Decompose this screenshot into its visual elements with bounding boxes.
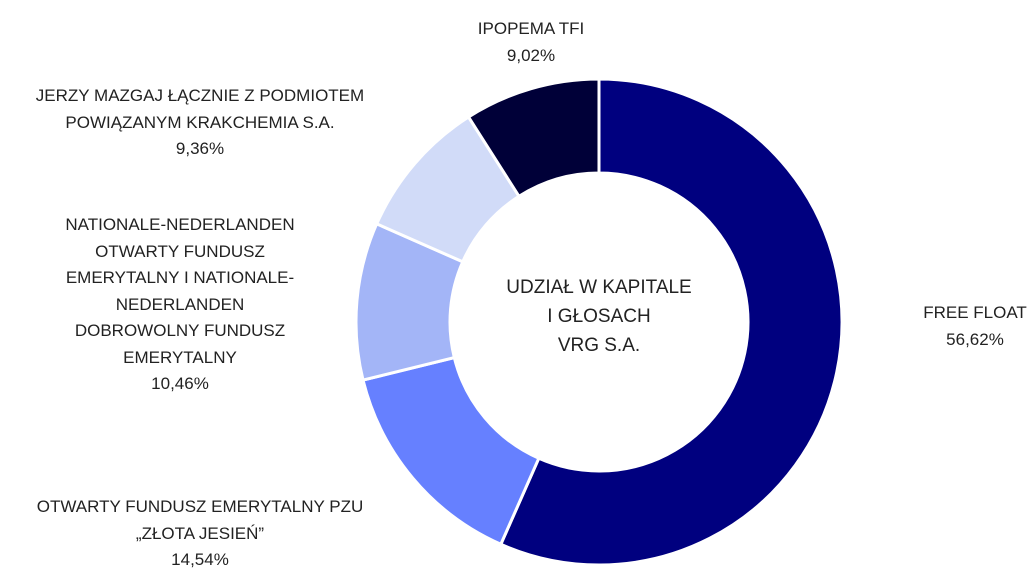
slice-value: 9,02% [506, 45, 556, 65]
slice-name: IPOPEMA TFI [477, 19, 585, 38]
chart-title: UDZIAŁ W KAPITALE I GŁOSACH VRG S.A. [506, 277, 692, 356]
slice-label: NATIONALE-NEDERLANDEN OTWARTY FUNDUSZ EM… [0, 212, 390, 398]
slice-value: 56,62% [946, 329, 1004, 349]
slice-value: 14,54% [171, 550, 229, 569]
slice-name: JERZY MAZGAJ ŁĄCZNIE Z PODMIOTEM POWIĄZA… [35, 86, 365, 132]
slice-label: FREE FLOAT 56,62% [765, 300, 1036, 353]
slice-label: OTWARTY FUNDUSZ EMERYTALNY PZU „ZŁOTA JE… [0, 494, 410, 574]
slice-label: JERZY MAZGAJ ŁĄCZNIE Z PODMIOTEM POWIĄZA… [0, 83, 410, 163]
slice-label: IPOPEMA TFI 9,02% [321, 16, 741, 69]
slice-value: 10,46% [151, 374, 209, 393]
slice-name: OTWARTY FUNDUSZ EMERYTALNY PZU „ZŁOTA JE… [36, 497, 364, 543]
donut-slice [466, 77, 601, 199]
slice-name: NATIONALE-NEDERLANDEN OTWARTY FUNDUSZ EM… [65, 215, 295, 367]
donut-slice [498, 77, 844, 567]
slice-name: FREE FLOAT [923, 303, 1027, 322]
slice-value: 9,36% [175, 139, 225, 158]
